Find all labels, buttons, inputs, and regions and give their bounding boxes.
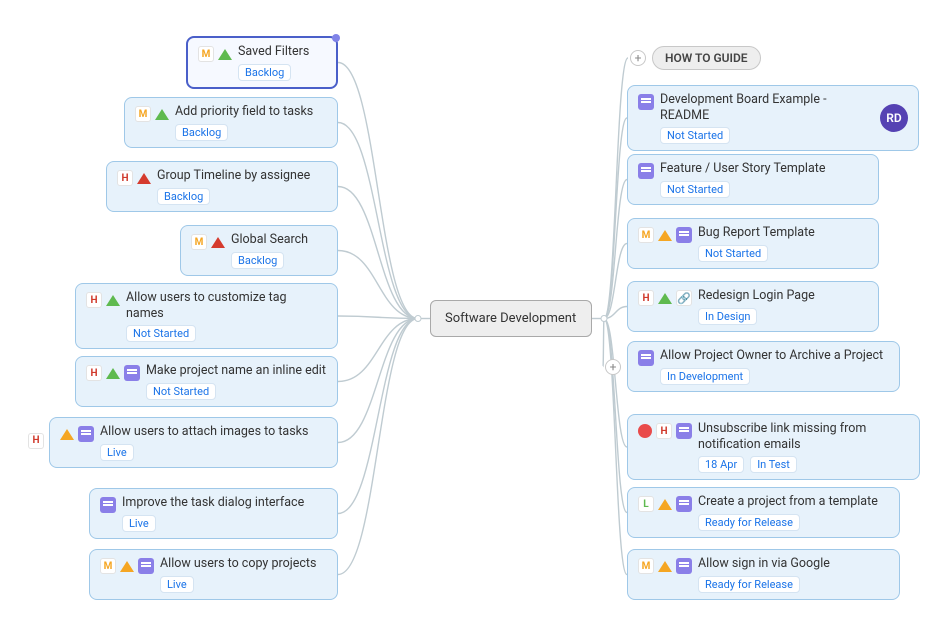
task-node-customize-tags[interactable]: H Allow users to customize tag names Not S… <box>75 283 338 349</box>
task-node-readme[interactable]: Development Board Example - README Not St… <box>627 85 919 151</box>
comment-icon <box>100 497 116 513</box>
guide-label: HOW TO GUIDE <box>665 51 748 65</box>
status-chip: Backlog <box>231 252 284 269</box>
expand-button[interactable]: + <box>630 50 646 66</box>
task-node-improve-dialog[interactable]: Improve the task dialog interface Live <box>89 488 338 539</box>
task-node-add-priority-field[interactable]: M Add priority field to tasks Backlog <box>124 97 338 148</box>
status-chip: Ready for Release <box>698 514 800 531</box>
triangle-icon-orange <box>120 561 134 572</box>
guide-node[interactable]: HOW TO GUIDE <box>652 46 761 70</box>
link-icon: 🔗 <box>676 290 692 306</box>
task-node-inline-edit[interactable]: H Make project name an inline edit Not Sta… <box>75 356 338 407</box>
priority-badge-h: H <box>28 433 44 449</box>
status-chip: Backlog <box>238 64 291 81</box>
status-chip: Not Started <box>126 325 196 342</box>
comment-icon <box>138 558 154 574</box>
priority-badge-m: M <box>100 558 116 574</box>
triangle-icon-green <box>106 295 120 306</box>
center-label: Software Development <box>445 311 576 326</box>
priority-badge-m: M <box>638 558 654 574</box>
triangle-icon-orange <box>658 561 672 572</box>
comment-icon <box>124 365 140 381</box>
task-title: Unsubscribe link missing from notificati… <box>698 421 909 452</box>
priority-badge-h: H <box>86 365 102 381</box>
task-node-google-signin[interactable]: M Allow sign in via Google Ready for Relea… <box>627 549 900 600</box>
task-title: Allow users to attach images to tasks <box>100 424 308 440</box>
task-node-template-project[interactable]: L Create a project from a template Ready f… <box>627 487 900 538</box>
status-chip: Not Started <box>146 383 216 400</box>
status-chip: Backlog <box>157 188 210 205</box>
task-node-group-timeline[interactable]: H Group Timeline by assignee Backlog <box>106 161 338 212</box>
selection-handle[interactable] <box>332 34 340 42</box>
priority-badge-h: H <box>638 290 654 306</box>
comment-icon <box>638 163 654 179</box>
priority-badge-m: M <box>198 46 214 62</box>
task-title: Feature / User Story Template <box>660 161 825 177</box>
triangle-icon-green <box>106 368 120 379</box>
triangle-icon-red <box>137 173 151 184</box>
task-node-archive-project[interactable]: Allow Project Owner to Archive a Project… <box>627 341 900 392</box>
comment-icon <box>676 558 692 574</box>
task-node-redesign-login[interactable]: H 🔗 Redesign Login Page In Design <box>627 281 879 332</box>
task-node-unsubscribe-link[interactable]: H Unsubscribe link missing from notificat… <box>627 414 920 480</box>
task-title: Group Timeline by assignee <box>157 168 310 184</box>
priority-badge-h: H <box>117 170 133 186</box>
priority-badge-m: M <box>191 234 207 250</box>
comment-icon <box>676 496 692 512</box>
priority-badge-m: M <box>638 227 654 243</box>
task-title: Add priority field to tasks <box>175 104 313 120</box>
status-chip: Live <box>100 444 134 461</box>
status-chip: Not Started <box>660 127 730 144</box>
status-chip: Backlog <box>175 124 228 141</box>
task-node-saved-filters[interactable]: M Saved Filters Backlog <box>186 36 338 89</box>
task-node-copy-projects[interactable]: M Allow users to copy projects Live <box>89 549 338 600</box>
triangle-icon-orange <box>658 499 672 510</box>
date-chip: 18 Apr <box>698 456 744 473</box>
assignee-avatar[interactable]: RD <box>880 104 908 132</box>
task-title: Allow sign in via Google <box>698 556 830 572</box>
triangle-icon-orange <box>658 230 672 241</box>
comment-icon <box>638 350 654 366</box>
task-title: Redesign Login Page <box>698 288 815 304</box>
task-title: Improve the task dialog interface <box>122 495 304 511</box>
priority-badge-m: M <box>135 106 151 122</box>
priority-badge-l: L <box>638 496 654 512</box>
task-node-feature-template[interactable]: Feature / User Story Template Not Started <box>627 154 879 205</box>
triangle-icon-red <box>211 237 225 248</box>
task-node-attach-images[interactable]: HAllow users to attach images to tasksLi… <box>49 417 338 468</box>
comment-icon <box>676 423 692 439</box>
triangle-icon-green <box>155 109 169 120</box>
status-chip: In Design <box>698 308 757 325</box>
triangle-icon-green <box>658 293 672 304</box>
task-node-bug-template[interactable]: M Bug Report Template Not Started <box>627 218 879 269</box>
triangle-icon-orange <box>60 429 74 440</box>
task-title: Development Board Example - README <box>660 92 868 123</box>
comment-icon <box>676 227 692 243</box>
status-chip: Not Started <box>660 181 730 198</box>
status-chip: Live <box>160 576 194 593</box>
task-title: Saved Filters <box>238 44 309 60</box>
triangle-icon-green <box>218 49 232 60</box>
priority-badge-h: H <box>656 423 672 439</box>
status-chip: In Development <box>660 368 750 385</box>
expand-button[interactable]: + <box>605 359 621 375</box>
task-title: Allow users to copy projects <box>160 556 316 572</box>
overdue-dot <box>638 424 652 438</box>
task-title: Allow users to customize tag names <box>126 290 327 321</box>
status-chip: Not Started <box>698 245 768 262</box>
task-title: Bug Report Template <box>698 225 815 241</box>
task-title: Allow Project Owner to Archive a Project <box>660 348 883 364</box>
task-title: Create a project from a template <box>698 494 878 510</box>
task-title: Make project name an inline edit <box>146 363 326 379</box>
status-chip: Ready for Release <box>698 576 800 593</box>
comment-icon <box>638 94 654 110</box>
status-chip: In Test <box>750 456 797 473</box>
priority-badge-h: H <box>86 292 102 308</box>
comment-icon <box>78 426 94 442</box>
center-node[interactable]: Software Development <box>430 300 592 337</box>
task-node-global-search[interactable]: M Global Search Backlog <box>180 225 338 276</box>
task-title: Global Search <box>231 232 308 248</box>
status-chip: Live <box>122 515 156 532</box>
